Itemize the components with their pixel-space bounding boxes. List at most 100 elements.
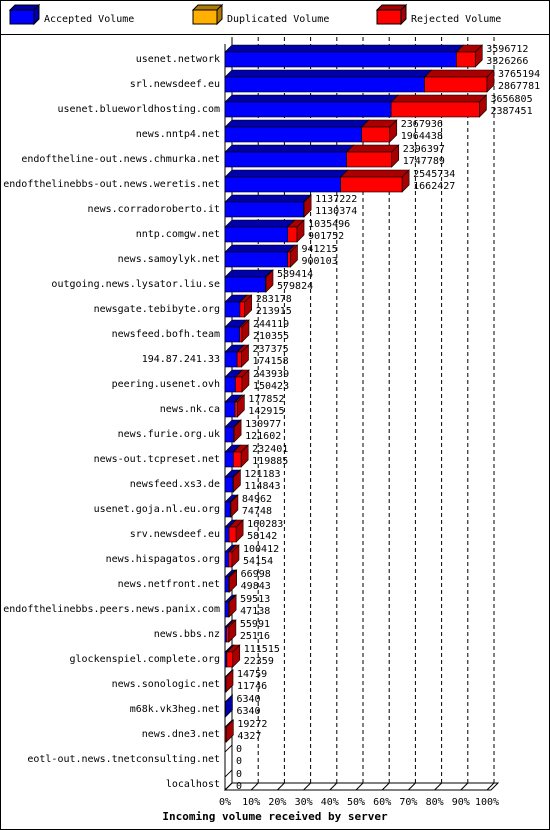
value-label-accepted: 119885 — [252, 456, 288, 467]
bar-segment — [229, 494, 239, 518]
bar-top — [390, 94, 488, 103]
y-tick-label: usenet.blueworldhosting.com — [57, 104, 220, 115]
value-label-total: 19272 — [237, 719, 267, 730]
bar-side — [479, 94, 487, 118]
legend-swatch — [192, 9, 218, 25]
bar-front — [224, 451, 234, 468]
value-label-total: 3656805 — [490, 94, 532, 105]
bar-front — [226, 626, 230, 643]
bar-segment — [224, 744, 233, 753]
bar-front — [340, 176, 403, 193]
bar-front — [361, 126, 391, 143]
bar-top — [224, 194, 312, 203]
value-label-total: 237375 — [253, 344, 289, 355]
value-label-total: 177852 — [248, 394, 284, 405]
bar-front — [224, 301, 241, 318]
bar-segment — [232, 419, 242, 443]
axis-title: Incoming volume received by server — [162, 810, 388, 823]
bar-segment — [360, 119, 398, 143]
x-tick — [434, 782, 442, 791]
bar-top — [423, 69, 495, 78]
legend-swatch — [9, 9, 35, 25]
legend-item: Rejected Volume — [375, 3, 501, 26]
bar-front — [224, 501, 231, 518]
bar-segment — [236, 344, 250, 368]
bar-side — [303, 194, 312, 218]
bar-front — [239, 301, 246, 318]
value-label-accepted: 150423 — [253, 381, 289, 392]
value-label-accepted: 4327 — [237, 731, 261, 742]
bar-side — [244, 294, 253, 318]
value-label-accepted: 1662427 — [413, 181, 455, 192]
y-tick-label: newsfeed.bofh.team — [112, 329, 220, 340]
value-label-accepted: 0 — [236, 756, 242, 767]
x-tick — [408, 782, 416, 791]
y-tick-label: outgoing.news.lysator.liu.se — [51, 279, 220, 290]
y-tick-label: 194.87.241.33 — [142, 354, 220, 365]
value-label-accepted: 1964438 — [401, 131, 443, 142]
bar-segment — [225, 669, 234, 693]
bar-front — [224, 326, 240, 343]
y-tick-label: newsgate.tebibyte.org — [94, 304, 220, 315]
bar-front — [224, 251, 288, 268]
bar-side — [225, 669, 234, 693]
y-tick-label: news.corradoroberto.it — [88, 204, 220, 215]
y-tick-label: news.hispagatos.org — [106, 554, 220, 565]
x-tick-label: 80% — [426, 797, 444, 808]
bar-segment — [227, 569, 238, 593]
bar-top — [225, 694, 233, 703]
bar-side — [486, 69, 495, 93]
y-tick-label: newsfeed.xs3.de — [130, 479, 220, 490]
bar-side — [265, 269, 274, 293]
value-label-total: 3596712 — [486, 44, 528, 55]
bar-side — [232, 644, 241, 668]
bar-top — [345, 144, 400, 153]
bar-top — [224, 94, 399, 103]
value-label-accepted: 47138 — [240, 606, 270, 617]
value-label-accepted: 22359 — [244, 656, 274, 667]
value-label-total: 66998 — [241, 569, 271, 580]
bar-front — [224, 426, 234, 443]
value-label-accepted: 121602 — [245, 431, 281, 442]
bar-segment — [224, 494, 238, 518]
value-label-total: 55991 — [240, 619, 270, 630]
bar-side — [296, 219, 305, 243]
bar-side — [228, 619, 237, 643]
x-tick-label: 0% — [219, 797, 231, 808]
value-label-total: 84962 — [242, 494, 272, 505]
bar-front — [224, 401, 236, 418]
value-label-total: 0 — [236, 769, 242, 780]
bar-front — [224, 351, 238, 368]
value-label-accepted: 2387451 — [490, 106, 532, 117]
bar-segment — [224, 194, 312, 218]
x-tick — [460, 782, 469, 791]
bar-front — [228, 526, 237, 543]
bar-front — [224, 601, 229, 618]
x-tick — [355, 782, 364, 791]
value-label-total: 2396397 — [403, 144, 445, 155]
value-label-accepted: 1747789 — [403, 156, 445, 167]
bar-segment — [339, 169, 410, 193]
value-label-accepted: 11746 — [237, 681, 267, 692]
y-tick-label: news.samoylyk.net — [118, 254, 220, 265]
y-tick-label: endoftheline-out.news.chmurka.net — [21, 154, 220, 165]
value-label-total: 941215 — [301, 244, 337, 255]
bar-segment — [224, 244, 296, 268]
x-tick-label: 40% — [321, 797, 339, 808]
bar-segment — [224, 719, 235, 743]
bar-front — [235, 376, 243, 393]
y-tick-label: usenet.goja.nl.eu.org — [94, 504, 220, 515]
value-label-accepted: 210355 — [253, 331, 289, 342]
bar-segment — [224, 69, 433, 93]
bar-top — [224, 44, 465, 53]
bar-front — [224, 101, 392, 118]
bar-side — [233, 419, 242, 443]
value-label-total: 2545734 — [413, 169, 455, 180]
bar-front — [287, 226, 298, 243]
bar-segment — [423, 69, 495, 93]
bar-segment — [264, 269, 274, 293]
bar-segment — [224, 394, 243, 418]
bar-front — [224, 201, 304, 218]
bar-front — [234, 401, 238, 418]
